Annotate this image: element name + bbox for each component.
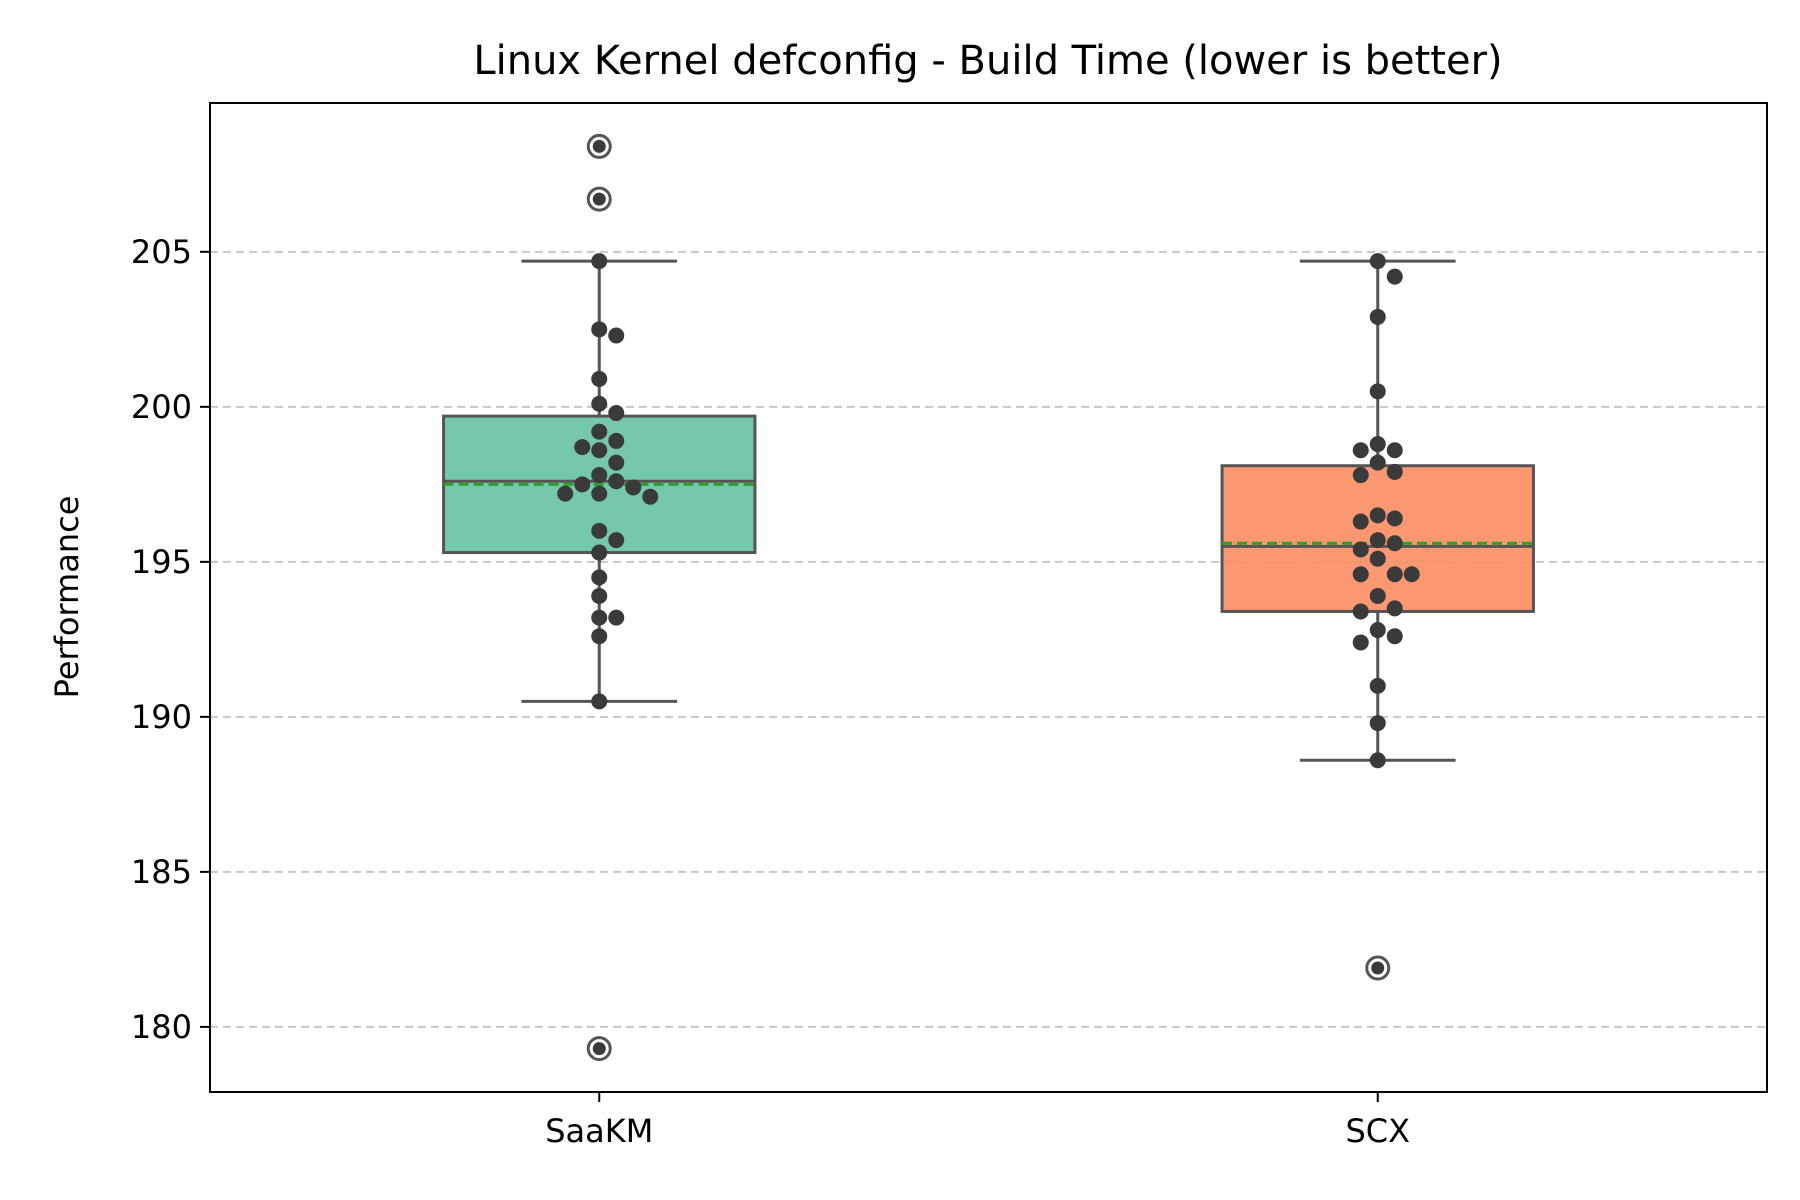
- swarm-point: [1369, 383, 1386, 400]
- outlier-point: [1371, 961, 1385, 975]
- swarm-point: [1386, 268, 1403, 285]
- swarm-point: [591, 253, 608, 270]
- swarm-point: [1386, 600, 1403, 617]
- swarm-point: [608, 609, 625, 626]
- y-tick-label: 185: [131, 853, 192, 891]
- swarm-point: [1369, 532, 1386, 549]
- swarm-point: [1369, 587, 1386, 604]
- swarm-point: [574, 476, 591, 493]
- swarm-point: [1369, 308, 1386, 325]
- x-tick-label: SCX: [1345, 1112, 1410, 1150]
- outlier-marker: [1365, 955, 1391, 981]
- y-axis-label: Performance: [48, 496, 86, 699]
- outlier-point: [592, 1042, 606, 1056]
- swarm-point: [591, 693, 608, 710]
- swarm-point: [1386, 442, 1403, 459]
- swarm-point: [557, 485, 574, 502]
- swarm-point: [1369, 715, 1386, 732]
- swarm-point: [642, 488, 659, 505]
- plot-frame: [209, 102, 1768, 1093]
- swarm-point: [1386, 463, 1403, 480]
- swarm-point: [1369, 550, 1386, 567]
- swarm-point: [1369, 752, 1386, 769]
- swarm-point: [591, 370, 608, 387]
- swarm-point: [591, 544, 608, 561]
- swarm-point: [1352, 603, 1369, 620]
- swarm-point: [591, 485, 608, 502]
- swarm-point: [1369, 507, 1386, 524]
- swarm-point: [591, 395, 608, 412]
- swarm-point: [1386, 535, 1403, 552]
- swarm-point: [608, 405, 625, 422]
- axes: 180 185 190 195 200 205 SaaKM SCX: [131, 233, 1410, 1150]
- outlier-point: [592, 192, 606, 206]
- box-scx: [1220, 259, 1535, 981]
- chart-title: Linux Kernel defconfig - Build Time (low…: [473, 38, 1502, 84]
- swarm-point: [1369, 677, 1386, 694]
- swarm-point: [1352, 467, 1369, 484]
- swarm-point: [608, 532, 625, 549]
- swarm-point: [608, 327, 625, 344]
- swarm-point: [1369, 622, 1386, 639]
- iqr-box: [1220, 464, 1535, 613]
- swarm-point: [591, 467, 608, 484]
- swarm-point: [625, 479, 642, 496]
- outlier-marker: [586, 133, 612, 159]
- swarm-point: [608, 473, 625, 490]
- swarm-point: [591, 628, 608, 645]
- swarm-point: [1386, 510, 1403, 527]
- swarm-point: [591, 423, 608, 440]
- swarm-point: [574, 439, 591, 456]
- y-tick-label: 200: [131, 388, 192, 426]
- swarm-point: [591, 587, 608, 604]
- swarm-point: [1386, 628, 1403, 645]
- swarm-point: [1352, 442, 1369, 459]
- swarm-point: [1352, 566, 1369, 583]
- swarm-point: [591, 442, 608, 459]
- outlier-marker: [586, 186, 612, 212]
- swarm-point: [1369, 454, 1386, 471]
- swarm-points: [557, 253, 1420, 769]
- swarm-point: [591, 609, 608, 626]
- outlier-point: [592, 139, 606, 153]
- swarm-point: [1386, 566, 1403, 583]
- swarm-point: [591, 321, 608, 338]
- y-tick-label: 180: [131, 1008, 192, 1046]
- y-tick-label: 190: [131, 698, 192, 736]
- outlier-marker: [586, 1036, 612, 1062]
- swarm-point: [1369, 436, 1386, 453]
- swarm-point: [1369, 253, 1386, 270]
- swarm-point: [1352, 541, 1369, 558]
- y-tick-label: 195: [131, 543, 192, 581]
- y-tick-label: 205: [131, 233, 192, 271]
- swarm-point: [1352, 634, 1369, 651]
- swarm-point: [608, 454, 625, 471]
- x-tick-label: SaaKM: [545, 1112, 653, 1150]
- swarm-point: [1403, 566, 1420, 583]
- swarm-point: [608, 432, 625, 449]
- swarm-point: [1352, 513, 1369, 530]
- swarm-point: [591, 569, 608, 586]
- swarm-point: [591, 522, 608, 539]
